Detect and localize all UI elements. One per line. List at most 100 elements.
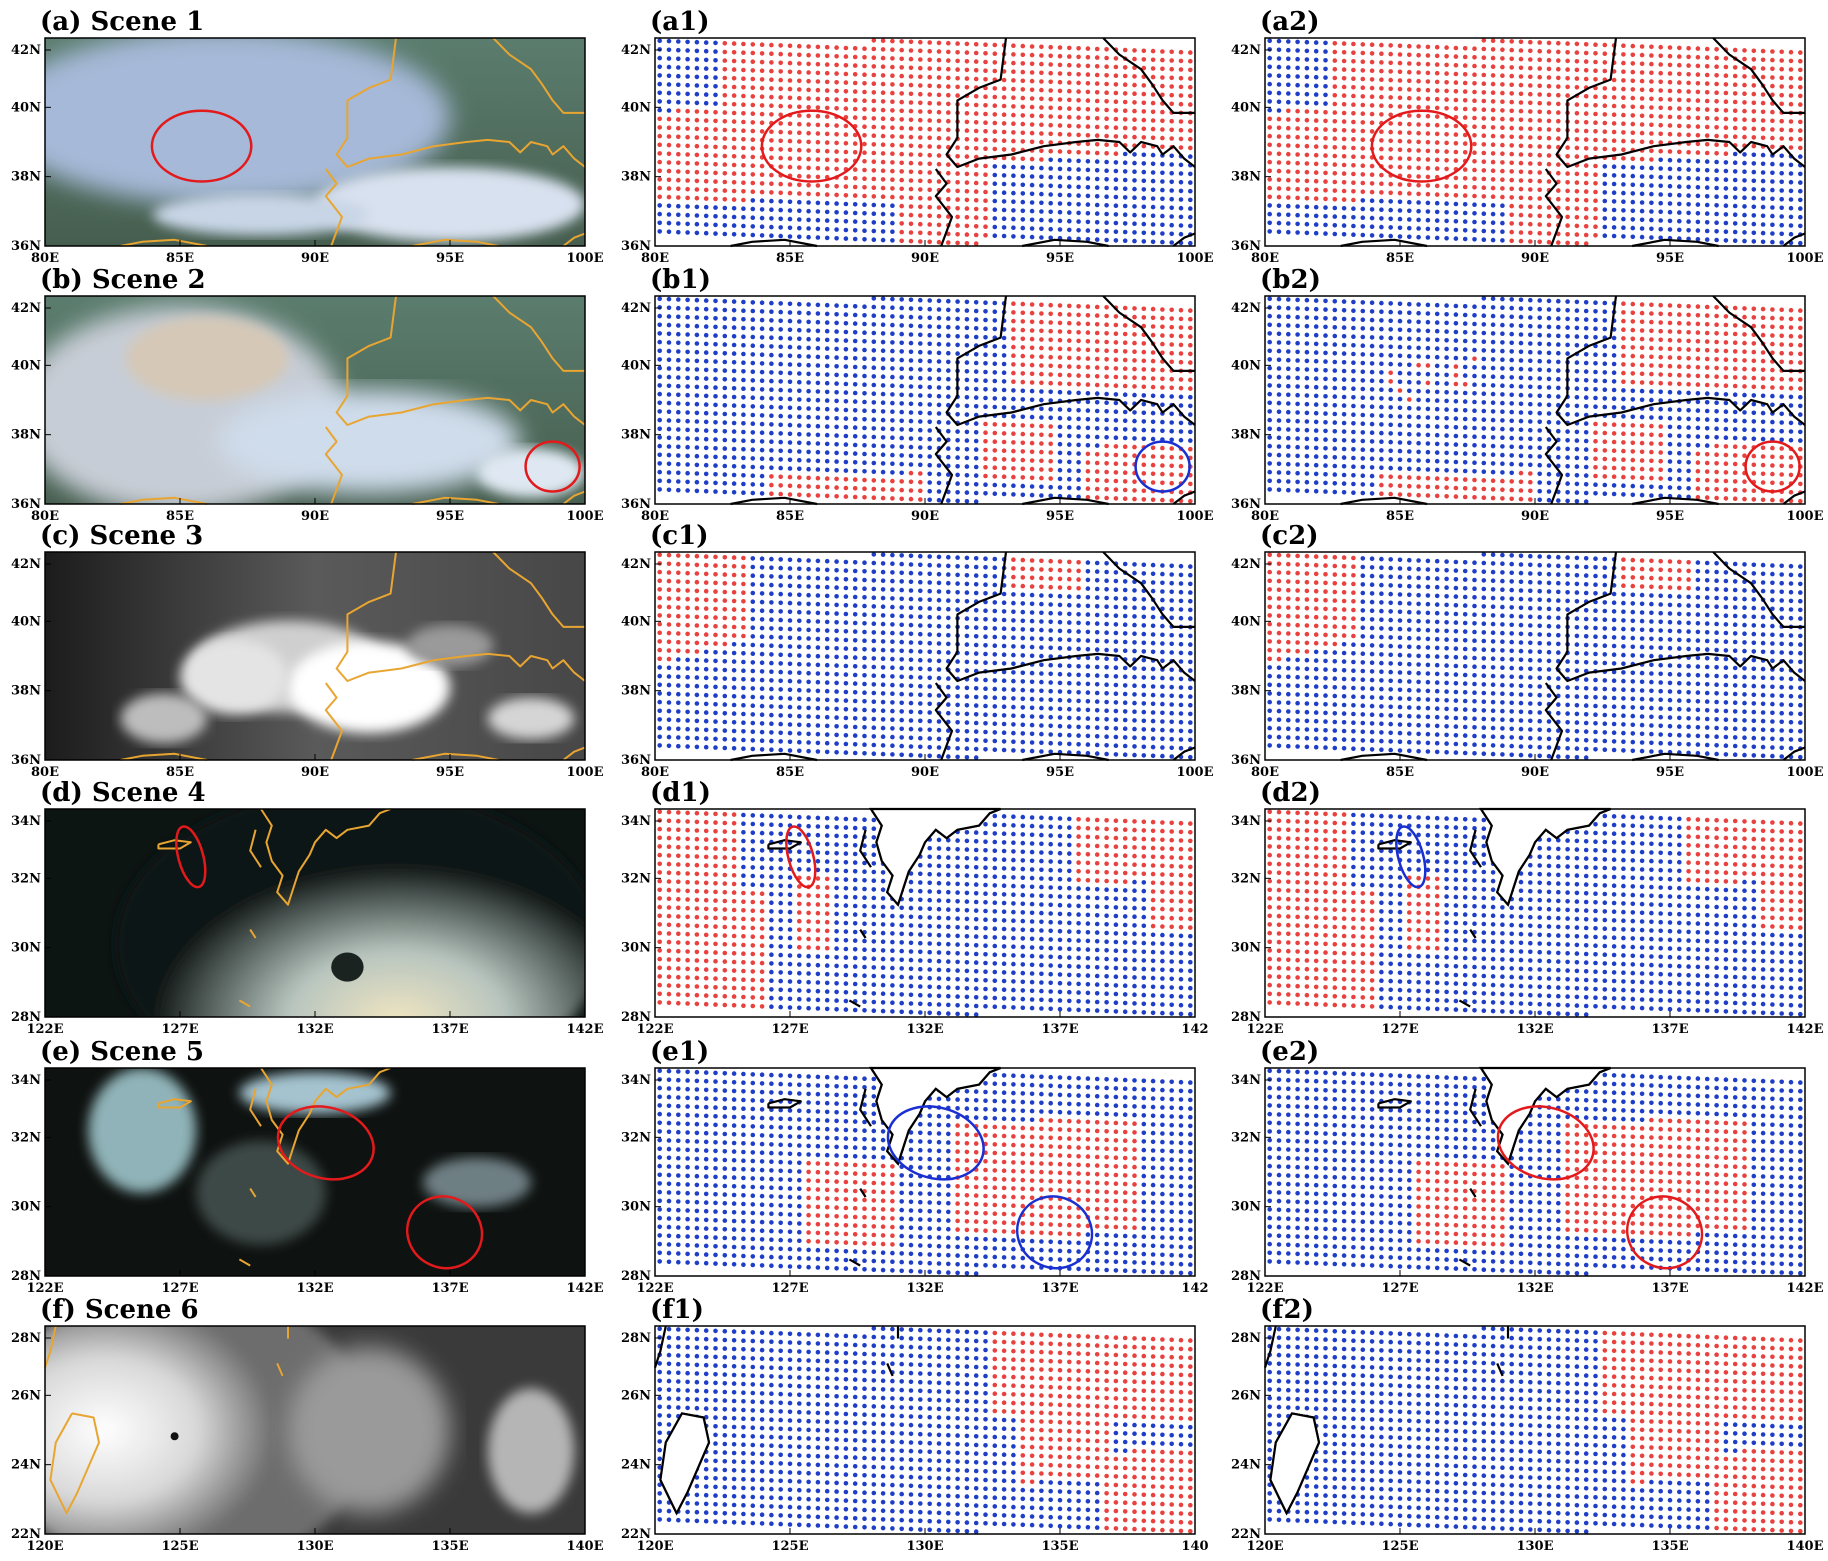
- x-tick-label: 142: [1181, 1022, 1208, 1037]
- panel-d1: (d1) 34N 32N 30N 28N122E 127E 132E 137E 142: [621, 778, 1209, 1037]
- x-tick-label: 140: [1181, 1539, 1208, 1554]
- y-tick-label: 40N: [11, 100, 41, 115]
- x-tick-label: 122E: [26, 1281, 63, 1296]
- x-tick-label: 122E: [636, 1022, 673, 1037]
- panel-escene5: (e) Scene 5 34N 32N 30N 28N122E 127E 132E 137E 1…: [11, 1037, 604, 1296]
- y-tick-label: 42N: [1231, 43, 1261, 58]
- panel-bscene2: (b) Scene 242N40N38N36N80E 85E 90E 95E 100E: [11, 265, 604, 524]
- x-tick-label: 85E: [1386, 251, 1414, 266]
- panel-label: (f2): [1260, 1295, 1314, 1325]
- panel-label: (a1): [650, 7, 710, 37]
- panel-label: (a) Scene 1: [40, 7, 204, 37]
- panel-label: (d2): [1260, 778, 1321, 808]
- x-tick-label: 130E: [906, 1539, 943, 1554]
- x-tick-label: 142E: [566, 1281, 603, 1296]
- y-tick-label: 40N: [11, 358, 41, 373]
- x-tick-label: 120E: [26, 1539, 63, 1554]
- x-tick-label: 132E: [1516, 1281, 1553, 1296]
- y-tick-label: 42N: [11, 301, 41, 316]
- panel-a1: (a1) 42N 40N 38N 36N80E 85E 90E 95E 100E: [621, 7, 1214, 266]
- panel-c2: (c2) 42N 40N 38N 36N80E 85E 90E 95E 100E: [1231, 521, 1824, 780]
- y-tick-label: 38N: [1231, 684, 1261, 699]
- y-tick-label: 38N: [1231, 428, 1261, 443]
- x-tick-label: 100E: [1176, 251, 1213, 266]
- x-tick-label: 95E: [1656, 251, 1684, 266]
- y-tick-label: 30N: [1231, 1200, 1261, 1215]
- x-tick-label: 100E: [566, 509, 603, 524]
- x-tick-label: 95E: [436, 251, 464, 266]
- y-tick-label: 40N: [621, 100, 651, 115]
- y-tick-label: 28N: [1231, 1331, 1261, 1346]
- x-tick-label: 122E: [1246, 1281, 1283, 1296]
- x-tick-label: 137E: [1651, 1022, 1688, 1037]
- x-tick-label: 95E: [436, 509, 464, 524]
- y-tick-label: 24N: [1231, 1458, 1261, 1473]
- x-tick-label: 127E: [1381, 1022, 1418, 1037]
- y-tick-label: 30N: [1231, 941, 1261, 956]
- x-tick-label: 80E: [1251, 251, 1279, 266]
- y-tick-label: 42N: [621, 43, 651, 58]
- panel-b1: (b1)42N40N38N36N80E 85E 90E 95E 100E: [621, 265, 1214, 524]
- y-tick-label: 42N: [1231, 301, 1261, 316]
- x-tick-label: 127E: [771, 1281, 808, 1296]
- y-tick-label: 42N: [621, 557, 651, 572]
- y-tick-label: 24N: [621, 1458, 651, 1473]
- panel-f1: (f1)28N26N24N22N120E 125E 130E 135E 140: [621, 1295, 1209, 1554]
- x-tick-label: 80E: [641, 251, 669, 266]
- panel-b2: (b2) 42N 40N 38N 36N80E 85E 90E 95E 100E: [1231, 265, 1824, 524]
- x-tick-label: 90E: [1521, 765, 1549, 780]
- y-tick-label: 34N: [621, 1073, 651, 1088]
- panel-e1: (e1) 34N 32N 30N 28N122E 127E 132E 137E 142: [621, 1037, 1209, 1296]
- panel-label: (c1): [650, 521, 709, 551]
- y-tick-label: 38N: [621, 170, 651, 185]
- x-tick-label: 132E: [906, 1281, 943, 1296]
- y-tick-label: 30N: [11, 941, 41, 956]
- x-tick-label: 100E: [1176, 765, 1213, 780]
- panel-f2: (f2)28N26N24N22N120E 125E 130E 135E 140E: [1231, 1295, 1824, 1554]
- x-tick-label: 122E: [26, 1022, 63, 1037]
- satellite-image: [0, 30, 585, 246]
- x-tick-label: 135E: [1041, 1539, 1078, 1554]
- y-tick-label: 32N: [11, 871, 41, 886]
- x-tick-label: 90E: [911, 509, 939, 524]
- satellite-image: [18, 296, 585, 514]
- y-tick-label: 32N: [1231, 1130, 1261, 1145]
- panel-label: (b2): [1260, 265, 1321, 295]
- x-tick-label: 90E: [911, 765, 939, 780]
- y-tick-label: 32N: [621, 1130, 651, 1145]
- y-tick-label: 30N: [621, 1200, 651, 1215]
- x-tick-label: 85E: [1386, 509, 1414, 524]
- y-tick-label: 34N: [621, 814, 651, 829]
- y-tick-label: 40N: [1231, 358, 1261, 373]
- x-tick-label: 90E: [301, 765, 329, 780]
- y-tick-label: 40N: [621, 614, 651, 629]
- y-tick-label: 32N: [11, 1130, 41, 1145]
- x-tick-label: 85E: [1386, 765, 1414, 780]
- x-tick-label: 90E: [301, 509, 329, 524]
- y-tick-label: 34N: [1231, 814, 1261, 829]
- x-tick-label: 85E: [166, 251, 194, 266]
- x-tick-label: 85E: [776, 509, 804, 524]
- panel-label: (d) Scene 4: [40, 778, 206, 808]
- x-tick-label: 100E: [1176, 509, 1213, 524]
- x-tick-label: 100E: [566, 251, 603, 266]
- x-tick-label: 140E: [566, 1539, 603, 1554]
- panel-ascene1: (a) Scene 142N40N38N36N80E 85E 90E 95E 100E: [0, 7, 604, 266]
- panel-d2: (d2) 34N 32N 30N 28N122E 127E 132E 137E 142E: [1231, 778, 1824, 1037]
- x-tick-label: 132E: [1516, 1022, 1553, 1037]
- x-tick-label: 100E: [1786, 509, 1823, 524]
- x-tick-label: 95E: [1656, 509, 1684, 524]
- x-tick-label: 95E: [1046, 765, 1074, 780]
- x-tick-label: 85E: [776, 251, 804, 266]
- y-tick-label: 26N: [621, 1388, 651, 1403]
- y-tick-label: 38N: [11, 684, 41, 699]
- x-tick-label: 125E: [1381, 1539, 1418, 1554]
- y-tick-label: 30N: [621, 941, 651, 956]
- panel-label: (a2): [1260, 7, 1320, 37]
- x-tick-label: 127E: [161, 1022, 198, 1037]
- x-tick-label: 135E: [1651, 1539, 1688, 1554]
- x-tick-label: 127E: [771, 1022, 808, 1037]
- x-tick-label: 137E: [1041, 1281, 1078, 1296]
- x-tick-label: 140E: [1786, 1539, 1823, 1554]
